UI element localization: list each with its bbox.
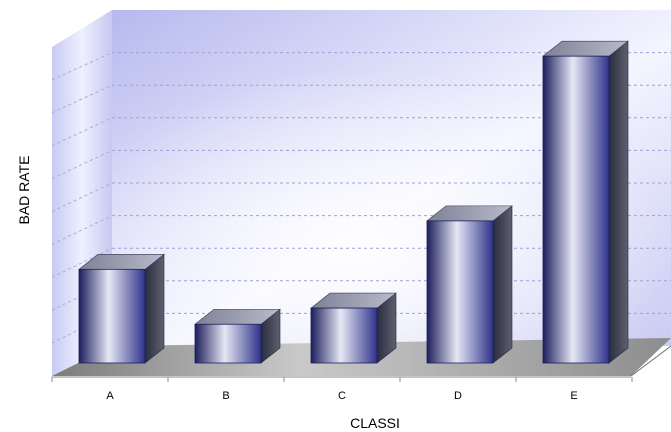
bars	[78, 40, 629, 364]
bar-front	[426, 220, 494, 364]
x-axis-ticks: A B C D E	[51, 377, 633, 402]
bar-E	[542, 40, 629, 364]
side-gridline	[51, 52, 113, 81]
side-gridline	[51, 117, 113, 147]
bar-side	[492, 205, 513, 364]
y-axis-label: BAD RATE	[16, 155, 32, 225]
bar-front	[194, 323, 262, 364]
side-gridline	[51, 247, 113, 278]
x-tick-label: C	[338, 390, 346, 402]
chart-floor-edge	[630, 345, 671, 377]
bar-C	[310, 292, 397, 364]
x-tick-label: D	[454, 390, 462, 402]
bar-side	[608, 40, 629, 364]
side-gridline	[51, 182, 113, 212]
x-tick-label: A	[106, 390, 114, 402]
bar-front	[542, 55, 610, 364]
chart-back-wall-glow	[112, 10, 671, 346]
bar-front	[310, 307, 378, 364]
x-tick-label: E	[570, 390, 577, 402]
bar-A	[78, 253, 165, 364]
bar-D	[426, 205, 513, 364]
side-gridline	[51, 215, 113, 245]
bar-front	[78, 268, 146, 364]
side-gridline	[51, 84, 113, 114]
bar-side	[144, 253, 165, 364]
side-gridline	[51, 149, 113, 180]
x-axis-label: CLASSI	[350, 415, 400, 431]
x-tick-label: B	[222, 390, 229, 402]
bar-B	[194, 308, 281, 364]
